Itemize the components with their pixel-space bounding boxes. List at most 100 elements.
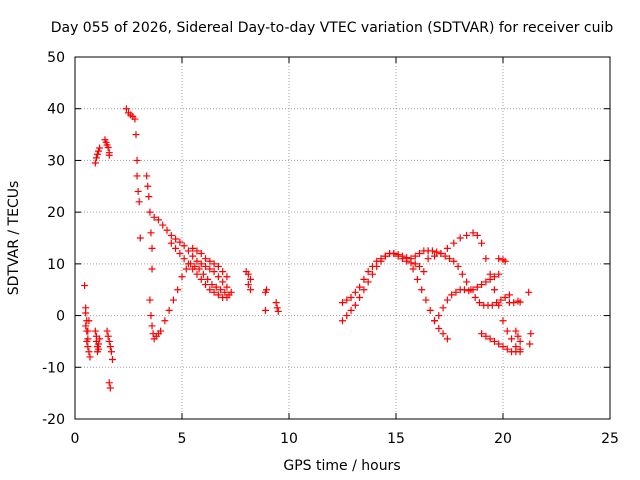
series-segment-early-mid bbox=[91, 327, 104, 356]
data-point bbox=[403, 254, 411, 262]
data-point bbox=[424, 255, 432, 263]
data-point bbox=[339, 317, 346, 325]
data-point bbox=[478, 281, 486, 289]
data-point bbox=[132, 131, 140, 139]
data-point bbox=[394, 251, 402, 259]
data-point bbox=[505, 291, 513, 299]
data-points bbox=[81, 105, 535, 392]
series-segment-early-high-2 bbox=[101, 136, 113, 159]
data-point bbox=[495, 340, 503, 348]
data-point bbox=[347, 293, 355, 301]
data-point bbox=[145, 193, 153, 201]
data-point bbox=[169, 296, 177, 304]
data-point bbox=[458, 270, 466, 278]
data-point bbox=[106, 343, 114, 351]
data-point bbox=[221, 288, 229, 296]
series-segment-descend-1 bbox=[143, 172, 156, 273]
data-point bbox=[85, 348, 93, 356]
grid-lines bbox=[75, 57, 610, 419]
data-point bbox=[176, 250, 184, 258]
data-point bbox=[435, 312, 443, 320]
data-point bbox=[154, 216, 162, 224]
x-axis-label: GPS time / hours bbox=[283, 458, 400, 474]
data-point bbox=[377, 255, 385, 263]
data-point bbox=[473, 231, 481, 239]
data-point bbox=[501, 257, 509, 265]
y-tick-label: 0 bbox=[56, 309, 65, 325]
data-point bbox=[219, 278, 227, 286]
y-tick-label: 50 bbox=[47, 50, 65, 66]
data-point bbox=[206, 257, 214, 265]
data-point bbox=[212, 283, 220, 291]
x-tick-label: 10 bbox=[280, 431, 298, 447]
data-point bbox=[103, 327, 111, 335]
data-point bbox=[409, 265, 417, 273]
data-point bbox=[416, 262, 424, 270]
data-point bbox=[208, 281, 216, 289]
data-point bbox=[263, 286, 271, 294]
data-point bbox=[204, 275, 212, 283]
series-segment-late-rise bbox=[339, 250, 428, 325]
data-point bbox=[478, 330, 486, 338]
data-point bbox=[413, 275, 421, 283]
series-segment-late-tail bbox=[495, 255, 535, 348]
data-point bbox=[450, 257, 458, 265]
data-point bbox=[431, 252, 439, 260]
data-point bbox=[471, 293, 479, 301]
data-point bbox=[105, 151, 113, 159]
data-point bbox=[497, 296, 505, 304]
data-point bbox=[486, 335, 494, 343]
data-point bbox=[488, 301, 496, 309]
data-point bbox=[206, 265, 214, 273]
data-point bbox=[180, 255, 188, 263]
data-point bbox=[135, 198, 143, 206]
data-point bbox=[202, 255, 210, 263]
data-point bbox=[95, 147, 103, 155]
data-point bbox=[473, 283, 481, 291]
data-point bbox=[435, 325, 443, 332]
data-point bbox=[364, 278, 372, 286]
data-point bbox=[516, 345, 524, 353]
y-tick-label: 20 bbox=[47, 205, 65, 221]
data-point bbox=[460, 286, 468, 294]
series-segment-wave-1 bbox=[150, 213, 235, 296]
data-point bbox=[508, 335, 516, 343]
data-point bbox=[144, 182, 152, 190]
series-segment-wave-3 bbox=[167, 239, 231, 301]
data-point bbox=[443, 296, 451, 304]
data-point bbox=[133, 156, 141, 164]
data-point bbox=[443, 335, 451, 343]
data-point bbox=[95, 345, 103, 353]
data-point bbox=[273, 304, 281, 312]
data-point bbox=[193, 257, 201, 265]
data-point bbox=[475, 299, 483, 307]
data-point bbox=[197, 275, 205, 283]
data-point bbox=[495, 270, 503, 278]
data-point bbox=[261, 306, 269, 314]
data-point bbox=[148, 244, 156, 252]
data-point bbox=[172, 235, 180, 243]
data-point bbox=[189, 244, 197, 252]
x-tick-label: 15 bbox=[387, 431, 405, 447]
data-point bbox=[360, 275, 368, 283]
data-point bbox=[165, 306, 173, 314]
data-point bbox=[148, 322, 156, 330]
data-point bbox=[339, 299, 346, 307]
series-segment-early-low bbox=[81, 282, 94, 361]
data-point bbox=[146, 208, 154, 216]
data-point bbox=[469, 229, 477, 237]
data-point bbox=[108, 356, 116, 364]
data-point bbox=[368, 270, 376, 278]
data-point bbox=[202, 281, 210, 289]
data-point bbox=[106, 384, 114, 392]
data-point bbox=[465, 287, 473, 295]
data-point bbox=[91, 327, 99, 335]
data-point bbox=[356, 293, 364, 301]
data-point bbox=[167, 239, 175, 247]
data-point bbox=[433, 248, 441, 256]
data-point bbox=[86, 353, 94, 361]
data-point bbox=[244, 270, 252, 278]
y-tick-label: 40 bbox=[47, 102, 65, 118]
data-point bbox=[501, 293, 509, 301]
